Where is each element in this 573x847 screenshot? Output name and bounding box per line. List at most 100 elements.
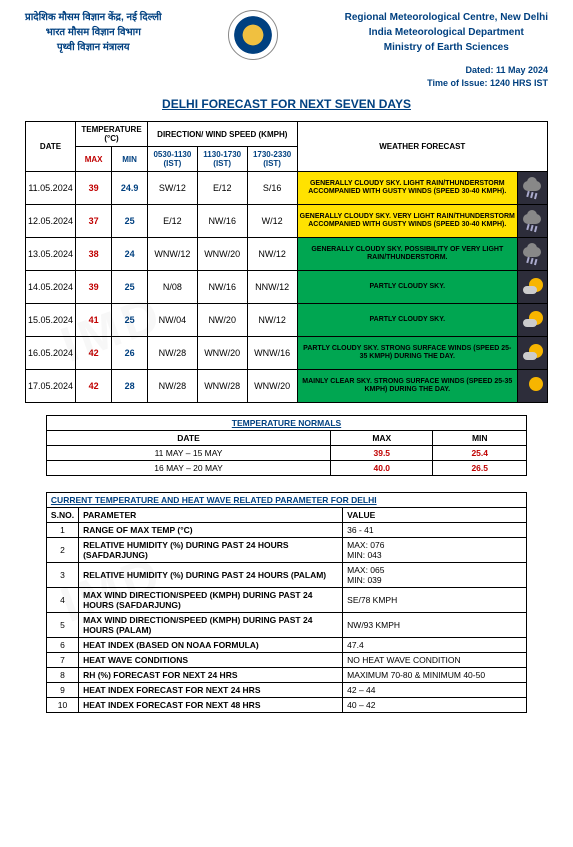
partly-cloudy-icon xyxy=(521,307,545,331)
cell-weather-text: PARTLY CLOUDY SKY. xyxy=(297,304,517,337)
cell-wind2: WNW/28 xyxy=(197,370,247,403)
params-row: 7HEAT WAVE CONDITIONSNO HEAT WAVE CONDIT… xyxy=(46,653,526,668)
cell-wind3: NW/12 xyxy=(247,238,297,271)
params-param: HEAT INDEX (BASED ON NOAA FORMULA) xyxy=(79,638,343,653)
issue-time: Time of Issue: 1240 HRS IST xyxy=(25,77,548,90)
normals-min: 26.5 xyxy=(433,461,527,476)
normals-max: 39.5 xyxy=(331,446,433,461)
cell-wind2: E/12 xyxy=(197,172,247,205)
params-param: HEAT INDEX FORECAST FOR NEXT 24 HRS xyxy=(79,683,343,698)
cell-wind2: NW/16 xyxy=(197,271,247,304)
cell-date: 15.05.2024 xyxy=(26,304,76,337)
cell-date: 12.05.2024 xyxy=(26,205,76,238)
cell-wind1: N/08 xyxy=(148,271,198,304)
cell-weather-icon xyxy=(518,238,548,271)
params-row: 9HEAT INDEX FORECAST FOR NEXT 24 HRS42 –… xyxy=(46,683,526,698)
normals-row: 11 MAY – 15 MAY39.525.4 xyxy=(46,446,526,461)
params-param: MAX WIND DIRECTION/SPEED (KMPH) DURING P… xyxy=(79,588,343,613)
cell-weather-icon xyxy=(518,172,548,205)
params-value: NW/93 KMPH xyxy=(343,613,527,638)
cell-weather-text: GENERALLY CLOUDY SKY. POSSIBILITY OF VER… xyxy=(297,238,517,271)
params-param: RELATIVE HUMIDITY (%) DURING PAST 24 HOU… xyxy=(79,563,343,588)
cell-wind1: NW/28 xyxy=(148,370,198,403)
normals-row: 16 MAY – 20 MAY40.026.5 xyxy=(46,461,526,476)
col-wind-slot3: 1730-2330 (IST) xyxy=(247,147,297,172)
col-max: MAX xyxy=(76,147,112,172)
cell-weather-icon xyxy=(518,205,548,238)
cell-max: 42 xyxy=(76,337,112,370)
cell-min: 24.9 xyxy=(112,172,148,205)
normals-title: TEMPERATURE NORMALS xyxy=(46,416,526,431)
forecast-row: 17.05.20244228NW/28WNW/28WNW/20MAINLY CL… xyxy=(26,370,548,403)
cell-date: 13.05.2024 xyxy=(26,238,76,271)
cell-min: 25 xyxy=(112,304,148,337)
params-row: 4MAX WIND DIRECTION/SPEED (KMPH) DURING … xyxy=(46,588,526,613)
params-row: 3RELATIVE HUMIDITY (%) DURING PAST 24 HO… xyxy=(46,563,526,588)
thunderstorm-icon xyxy=(521,208,545,232)
cell-max: 41 xyxy=(76,304,112,337)
params-param: HEAT INDEX FORECAST FOR NEXT 48 HRS xyxy=(79,698,343,713)
cell-wind2: NW/20 xyxy=(197,304,247,337)
page-title: DELHI FORECAST FOR NEXT SEVEN DAYS xyxy=(25,97,548,111)
emblem-icon xyxy=(228,10,278,60)
cell-weather-text: PARTLY CLOUDY SKY. xyxy=(297,271,517,304)
sunny-icon xyxy=(521,373,545,397)
header-right-line: Regional Meteorological Centre, New Delh… xyxy=(345,10,548,25)
thunderstorm-icon xyxy=(521,241,545,265)
issue-meta: Dated: 11 May 2024 Time of Issue: 1240 H… xyxy=(25,64,548,89)
page: IMD IMD प्रादेशिक मौसम विज्ञान केंद्र, न… xyxy=(0,0,573,723)
params-value: 47.4 xyxy=(343,638,527,653)
cell-wind3: NW/12 xyxy=(247,304,297,337)
header-left-line: भारत मौसम विज्ञान विभाग xyxy=(25,25,162,40)
params-row: 2RELATIVE HUMIDITY (%) DURING PAST 24 HO… xyxy=(46,538,526,563)
thunderstorm-icon xyxy=(521,175,545,199)
normals-col-date: DATE xyxy=(46,431,330,446)
cell-date: 16.05.2024 xyxy=(26,337,76,370)
cell-max: 42 xyxy=(76,370,112,403)
cell-wind1: E/12 xyxy=(148,205,198,238)
cell-max: 37 xyxy=(76,205,112,238)
cell-wind3: NNW/12 xyxy=(247,271,297,304)
params-sno: 10 xyxy=(46,698,78,713)
forecast-row: 11.05.20243924.9SW/12E/12S/16GENERALLY C… xyxy=(26,172,548,205)
params-value: MAX: 076MIN: 043 xyxy=(343,538,527,563)
col-temp-group: TEMPERATURE (°C) xyxy=(76,122,148,147)
cell-weather-text: GENERALLY CLOUDY SKY. LIGHT RAIN/THUNDER… xyxy=(297,172,517,205)
cell-wind3: WNW/16 xyxy=(247,337,297,370)
cell-weather-text: MAINLY CLEAR SKY. STRONG SURFACE WINDS (… xyxy=(297,370,517,403)
params-value: NO HEAT WAVE CONDITION xyxy=(343,653,527,668)
cell-min: 28 xyxy=(112,370,148,403)
params-row: 10HEAT INDEX FORECAST FOR NEXT 48 HRS40 … xyxy=(46,698,526,713)
header-right-line: Ministry of Earth Sciences xyxy=(345,40,548,55)
cell-wind3: S/16 xyxy=(247,172,297,205)
params-table: CURRENT TEMPERATURE AND HEAT WAVE RELATE… xyxy=(46,492,527,713)
cell-wind1: WNW/12 xyxy=(148,238,198,271)
cell-wind2: WNW/20 xyxy=(197,238,247,271)
cell-min: 26 xyxy=(112,337,148,370)
header-emblem xyxy=(223,10,283,60)
params-param: MAX WIND DIRECTION/SPEED (KMPH) DURING P… xyxy=(79,613,343,638)
normals-date: 16 MAY – 20 MAY xyxy=(46,461,330,476)
params-sno: 4 xyxy=(46,588,78,613)
params-value: 36 - 41 xyxy=(343,523,527,538)
col-wind-slot2: 1130-1730 (IST) xyxy=(197,147,247,172)
cell-min: 25 xyxy=(112,205,148,238)
partly-cloudy-icon xyxy=(521,274,545,298)
cell-wind1: SW/12 xyxy=(148,172,198,205)
forecast-table: DATE TEMPERATURE (°C) DIRECTION/ WIND SP… xyxy=(25,121,548,403)
params-row: 5MAX WIND DIRECTION/SPEED (KMPH) DURING … xyxy=(46,613,526,638)
cell-wind2: NW/16 xyxy=(197,205,247,238)
cell-weather-icon xyxy=(518,271,548,304)
page-header: प्रादेशिक मौसम विज्ञान केंद्र, नई दिल्ली… xyxy=(25,10,548,60)
params-sno: 5 xyxy=(46,613,78,638)
params-value: 40 – 42 xyxy=(343,698,527,713)
normals-min: 25.4 xyxy=(433,446,527,461)
params-value: MAX: 065MIN: 039 xyxy=(343,563,527,588)
header-left: प्रादेशिक मौसम विज्ञान केंद्र, नई दिल्ली… xyxy=(25,10,162,55)
params-sno: 1 xyxy=(46,523,78,538)
cell-weather-icon xyxy=(518,304,548,337)
cell-wind1: NW/28 xyxy=(148,337,198,370)
cell-weather-text: PARTLY CLOUDY SKY. STRONG SURFACE WINDS … xyxy=(297,337,517,370)
forecast-row: 13.05.20243824WNW/12WNW/20NW/12GENERALLY… xyxy=(26,238,548,271)
cell-weather-text: GENERALLY CLOUDY SKY. VERY LIGHT RAIN/TH… xyxy=(297,205,517,238)
